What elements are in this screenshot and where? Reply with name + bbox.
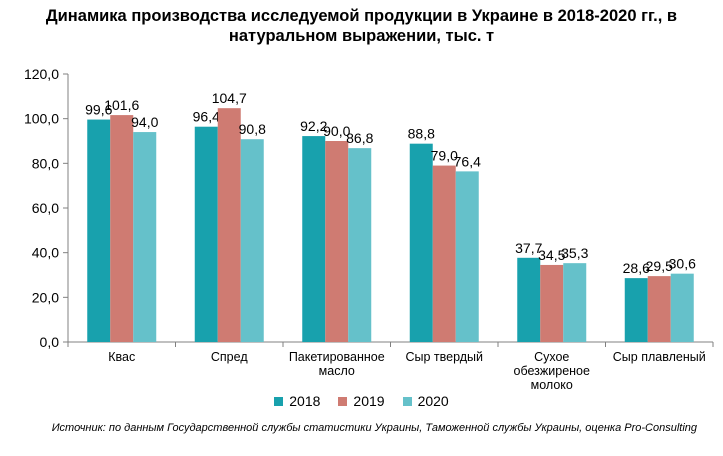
category-label: Спред [211, 350, 248, 364]
bar-2018 [517, 257, 541, 342]
y-tick-label: 60,0 [32, 200, 59, 216]
data-label-2020: 90,8 [239, 121, 266, 137]
bar-2019 [110, 115, 134, 343]
data-label-2019: 101,6 [104, 97, 139, 113]
data-label-2018: 96,4 [193, 109, 220, 125]
bar-2020 [670, 273, 694, 342]
category-label: обезжиреное [514, 364, 590, 378]
data-label-2020: 94,0 [131, 114, 158, 130]
bar-2020 [563, 263, 587, 342]
bar-2019 [432, 165, 456, 342]
y-tick-label: 40,0 [32, 245, 59, 261]
legend-swatch-2019 [338, 396, 348, 406]
category-label: Сыр плавленый [613, 350, 706, 364]
category-label: молоко [531, 378, 573, 392]
legend: 2018 2019 2020 [0, 393, 723, 409]
legend-label-2020: 2020 [417, 393, 449, 409]
data-label-2019: 79,0 [431, 148, 458, 164]
legend-label-2019: 2019 [353, 393, 385, 409]
category-label: Сухое [534, 350, 569, 364]
chart-title-line-2: натуральном выражении, тыс. т [228, 27, 495, 45]
data-label-2019: 29,5 [646, 258, 673, 274]
data-label-2018: 88,8 [408, 126, 435, 142]
bar-2019 [540, 264, 564, 342]
chart-title: Динамика производства исследуемой продук… [0, 6, 723, 46]
y-tick-label: 0,0 [40, 334, 60, 350]
category-label: Пакетированное [289, 350, 385, 364]
data-label-2019: 90,0 [323, 123, 350, 139]
bar-2018 [409, 143, 433, 342]
legend-swatch-2018 [274, 396, 284, 406]
y-tick-label: 120,0 [24, 66, 59, 82]
bar-2019 [217, 108, 241, 342]
bar-2018 [194, 126, 218, 342]
chart-title-line-1: Динамика производства исследуемой продук… [45, 7, 678, 25]
y-tick-label: 80,0 [32, 155, 59, 171]
bar-2019 [647, 276, 671, 342]
bar-2020 [455, 171, 479, 342]
bar-2020 [133, 132, 157, 342]
data-label-2020: 76,4 [454, 153, 481, 169]
data-label-2020: 35,3 [561, 245, 588, 261]
data-label-2020: 30,6 [669, 256, 696, 272]
data-label-2018: 92,2 [300, 118, 327, 134]
bar-2020 [240, 139, 264, 342]
data-label-2019: 34,5 [538, 247, 565, 263]
category-label: масло [319, 364, 355, 378]
legend-item-2019: 2019 [338, 393, 385, 409]
bar-2020 [348, 148, 372, 342]
category-label: Квас [108, 350, 135, 364]
data-label-2018: 28,6 [623, 260, 650, 276]
data-label-2019: 104,7 [212, 90, 247, 106]
data-label-2020: 86,8 [346, 130, 373, 146]
category-label: Сыр твердый [405, 350, 483, 364]
bar-chart: 0,0 20,0 40,0 60,0 80,0 100,0 120,0 99,6101,694… [24, 66, 714, 392]
bar-2018 [87, 119, 111, 342]
bar-2019 [325, 141, 349, 342]
source-note: Источник: по данным Государственной служ… [51, 422, 697, 434]
y-tick-label: 100,0 [24, 111, 59, 127]
bar-2018 [624, 278, 648, 342]
legend-label-2018: 2018 [289, 393, 321, 409]
y-tick-label: 20,0 [32, 289, 59, 305]
legend-item-2018: 2018 [274, 393, 320, 409]
legend-swatch-2020 [402, 396, 412, 406]
bar-2018 [302, 136, 326, 342]
data-label-2018: 99,6 [85, 102, 112, 118]
data-label-2018: 37,7 [515, 240, 542, 256]
legend-item-2020: 2020 [402, 393, 449, 409]
